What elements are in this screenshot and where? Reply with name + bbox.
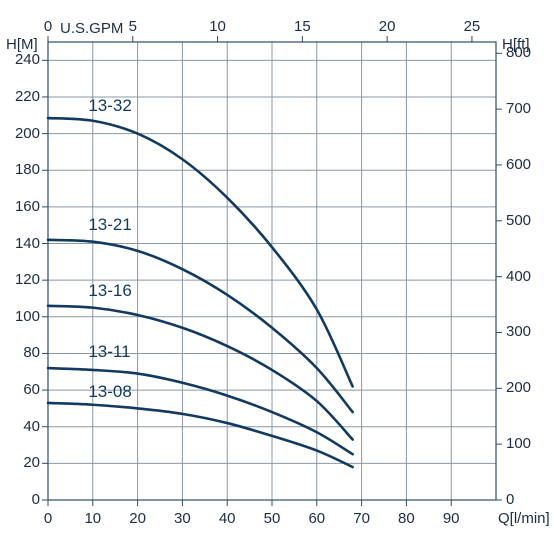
tick-label: 60 [23, 381, 40, 398]
tick-label: 25 [464, 18, 481, 35]
tick-label: 40 [23, 418, 40, 435]
curve-13-08 [48, 403, 353, 467]
tick-label: 100 [506, 435, 531, 452]
tick-label: 800 [506, 44, 531, 61]
tick-label: 5 [129, 18, 137, 35]
tick-label: 400 [506, 268, 531, 285]
x-bottom-axis-label: Q[l/min] [498, 510, 550, 527]
tick-label: 180 [15, 161, 40, 178]
tick-label: 0 [506, 491, 514, 508]
tick-label: 90 [443, 510, 460, 527]
tick-label: 0 [44, 18, 52, 35]
tick-label: 120 [15, 271, 40, 288]
tick-label: 200 [15, 125, 40, 142]
tick-label: 220 [15, 88, 40, 105]
tick-label: 50 [264, 510, 281, 527]
tick-label: 240 [15, 51, 40, 68]
tick-label: 160 [15, 198, 40, 215]
tick-label: 80 [398, 510, 415, 527]
tick-label: 140 [15, 235, 40, 252]
tick-label: 20 [129, 510, 146, 527]
curve-label-13-16: 13-16 [88, 281, 131, 301]
curve-label-13-08: 13-08 [88, 382, 131, 402]
tick-label: 10 [84, 510, 101, 527]
curve-label-13-11: 13-11 [88, 342, 130, 362]
tick-label: 60 [308, 510, 325, 527]
tick-label: 80 [23, 344, 40, 361]
chart-svg [0, 0, 554, 540]
curve-label-13-21: 13-21 [88, 215, 131, 235]
curve-13-11 [48, 368, 353, 454]
tick-label: 300 [506, 323, 531, 340]
tick-label: 15 [294, 18, 311, 35]
curve-label-13-32: 13-32 [88, 96, 131, 116]
tick-label: 70 [353, 510, 370, 527]
tick-label: 20 [23, 454, 40, 471]
tick-label: 10 [209, 18, 226, 35]
tick-label: 20 [379, 18, 396, 35]
tick-label: 700 [506, 100, 531, 117]
tick-label: 0 [44, 510, 52, 527]
curve-13-16 [48, 306, 353, 440]
tick-label: 100 [15, 308, 40, 325]
tick-label: 200 [506, 379, 531, 396]
x-top-axis-label: U.S.GPM [60, 20, 123, 37]
pump-curve-chart: H[M] H[ft] U.S.GPM Q[l/min] 020406080100… [0, 0, 554, 540]
tick-label: 40 [219, 510, 236, 527]
tick-label: 500 [506, 212, 531, 229]
tick-label: 600 [506, 156, 531, 173]
tick-label: 30 [174, 510, 191, 527]
tick-label: 0 [32, 491, 40, 508]
